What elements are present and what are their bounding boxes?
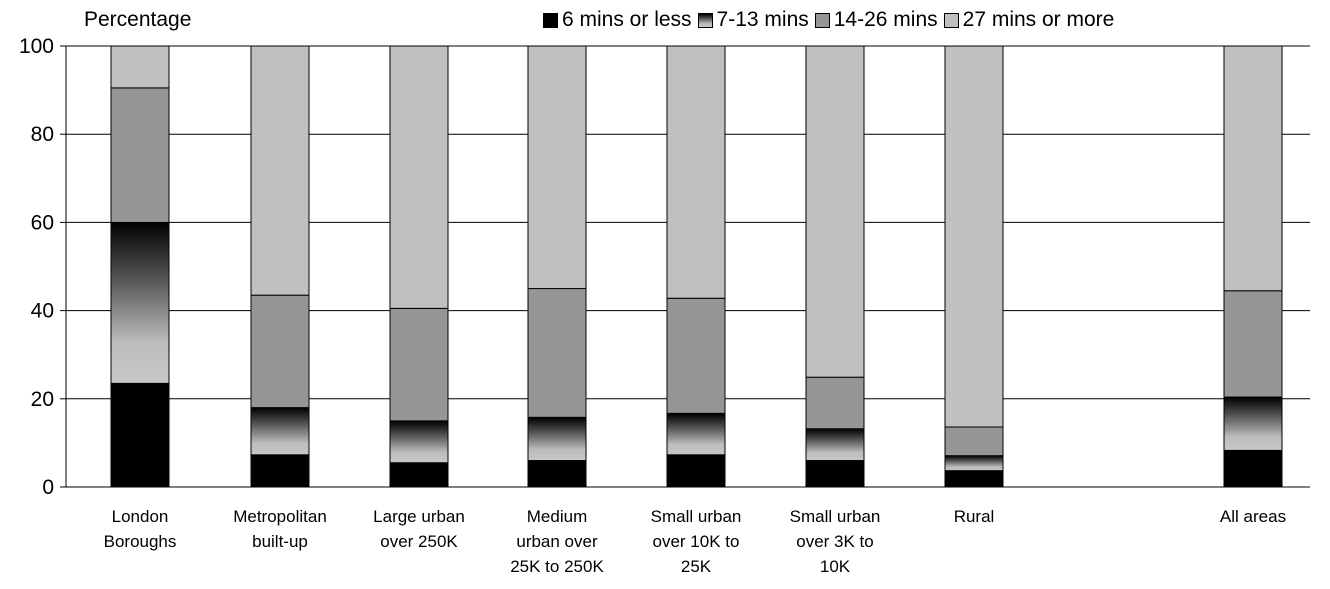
bar-segment-14-26-mins: [1223, 290, 1283, 398]
bar-segment-6-mins-or-less: [944, 470, 1004, 488]
x-tick-label: All areas: [1220, 507, 1286, 526]
bar-segment-6-mins-or-less: [666, 454, 726, 488]
legend-item-27-mins-or-more: 27 mins or more: [943, 8, 1115, 32]
y-tick-label: 80: [31, 123, 54, 146]
legend-item-7-13-mins: 7-13 mins: [697, 8, 809, 32]
y-tick-label: 40: [31, 300, 54, 323]
bars: [110, 45, 1283, 488]
x-tick-label: Large urban over 250K: [373, 507, 465, 551]
legend-swatch-icon: [943, 12, 959, 28]
x-tick-label: Metropolitan built-up: [233, 507, 327, 551]
legend-swatch-icon: [697, 12, 713, 28]
bar-segment-6-mins-or-less: [389, 462, 449, 488]
bar-segment-7-13-mins: [666, 412, 726, 456]
legend-label: 14-26 mins: [833, 8, 938, 31]
x-tick-label: Small urban over 3K to 10K: [790, 507, 881, 576]
x-tick-label: London Boroughs: [104, 507, 177, 551]
bar-segment-7-13-mins: [944, 455, 1004, 472]
y-tick-label: 60: [31, 211, 54, 234]
x-tick-label: Medium urban over 25K to 250K: [510, 507, 604, 576]
bar-segment-27-mins-or-more: [527, 45, 587, 290]
legend-label: 27 mins or more: [962, 8, 1115, 31]
legend-label: 6 mins or less: [562, 8, 692, 31]
bar-segment-7-13-mins: [110, 221, 170, 384]
bar-segment-7-13-mins: [250, 407, 310, 456]
bar-segment-6-mins-or-less: [250, 454, 310, 488]
y-tick-label: 100: [19, 35, 54, 58]
legend-item-6-mins-or-less: 6 mins or less: [543, 8, 692, 32]
bar-segment-27-mins-or-more: [944, 45, 1004, 428]
bar-segment-27-mins-or-more: [110, 45, 170, 89]
bar-segment-27-mins-or-more: [1223, 45, 1283, 292]
bar-segment-7-13-mins: [389, 420, 449, 464]
bar-segment-27-mins-or-more: [250, 45, 310, 296]
bar-segment-7-13-mins: [527, 416, 587, 462]
bar-segment-6-mins-or-less: [527, 460, 587, 488]
bar-segment-6-mins-or-less: [1223, 449, 1283, 488]
legend-swatch-icon: [543, 12, 558, 28]
bar-segment-14-26-mins: [389, 307, 449, 422]
bar-segment-27-mins-or-more: [666, 45, 726, 299]
y-axis-title: Percentage: [84, 8, 192, 31]
legend-label: 7-13 mins: [716, 8, 809, 31]
bar-segment-27-mins-or-more: [389, 45, 449, 309]
bar-segment-7-13-mins: [805, 428, 865, 462]
legend: 6 mins or less 7-13 mins 14-26 mins 27 m…: [543, 8, 1120, 32]
bar-segment-14-26-mins: [805, 376, 865, 430]
bar-segment-7-13-mins: [1223, 396, 1283, 451]
bar-segment-6-mins-or-less: [110, 382, 170, 488]
bar-segment-14-26-mins: [666, 297, 726, 414]
bar-segment-14-26-mins: [527, 288, 587, 418]
bar-segment-14-26-mins: [110, 87, 170, 223]
legend-item-14-26-mins: 14-26 mins: [814, 8, 938, 32]
legend-swatch-icon: [814, 12, 830, 28]
bar-segment-14-26-mins: [944, 426, 1004, 457]
bar-segment-6-mins-or-less: [805, 460, 865, 488]
bar-segment-27-mins-or-more: [805, 45, 865, 378]
y-tick-label: 0: [42, 476, 54, 499]
y-tick-label: 20: [31, 388, 54, 411]
x-tick-label: Small urban over 10K to 25K: [651, 507, 742, 576]
bar-segment-14-26-mins: [250, 294, 310, 409]
x-tick-label: Rural: [954, 507, 995, 526]
tick-labels: 0 20 40 60 80 100 London Boroughs Metropolitan bu…: [19, 35, 1286, 576]
